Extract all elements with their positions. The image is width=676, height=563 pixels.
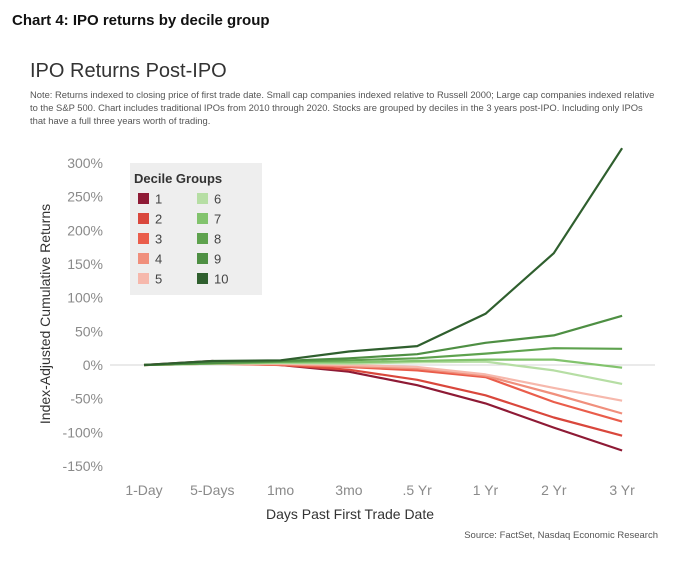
legend-swatch-decile-7: [197, 213, 208, 224]
legend-label-decile-3: 3: [155, 232, 162, 247]
y-tick-label: 0%: [83, 357, 103, 373]
x-tick-label: 3 Yr: [609, 482, 635, 498]
legend-swatch-decile-8: [197, 233, 208, 244]
chart-title: IPO Returns Post-IPO: [30, 60, 227, 82]
legend-swatch-decile-6: [197, 193, 208, 204]
legend: Decile Groups 1 2 3 4 5 6 7 8 9 10: [130, 163, 262, 295]
x-tick-label: 1-Day: [125, 482, 162, 498]
y-tick-label: 250%: [67, 189, 103, 205]
legend-label-decile-8: 8: [214, 232, 221, 247]
legend-swatch-decile-9: [197, 253, 208, 264]
y-tick-label: 200%: [67, 222, 103, 238]
legend-label-decile-4: 4: [155, 252, 162, 267]
legend-background: [130, 163, 262, 295]
legend-label-decile-9: 9: [214, 252, 221, 267]
legend-title: Decile Groups: [134, 171, 222, 186]
legend-swatch-decile-1: [138, 193, 149, 204]
legend-label-decile-6: 6: [214, 192, 221, 207]
series-line-decile-2: [143, 361, 623, 437]
legend-label-decile-10: 10: [214, 272, 228, 287]
y-tick-label: 150%: [67, 256, 103, 272]
chart-note: Note: Returns indexed to closing price o…: [30, 89, 655, 126]
y-axis-ticks: 300% 250% 200% 150% 100% 50% 0% -50% -100% -150%: [63, 155, 103, 474]
series-line-decile-4: [143, 362, 623, 415]
y-axis-title: Index-Adjusted Cumulative Returns: [37, 204, 53, 424]
legend-label-decile-2: 2: [155, 212, 162, 227]
x-axis-ticks: 1-Day 5-Days 1mo 3mo .5 Yr 1 Yr 2 Yr 3 Yr: [125, 482, 635, 498]
y-tick-label: -50%: [70, 391, 103, 407]
y-tick-label: 300%: [67, 155, 103, 171]
legend-label-decile-5: 5: [155, 272, 162, 287]
legend-label-decile-7: 7: [214, 212, 221, 227]
x-tick-label: 1mo: [267, 482, 294, 498]
y-tick-label: -150%: [63, 458, 103, 474]
x-tick-label: .5 Yr: [403, 482, 433, 498]
x-tick-label: 3mo: [335, 482, 362, 498]
legend-swatch-decile-10: [197, 273, 208, 284]
legend-label-decile-1: 1: [155, 192, 162, 207]
y-tick-label: 100%: [67, 290, 103, 306]
y-tick-label: 50%: [75, 323, 103, 339]
x-axis-title: Days Past First Trade Date: [266, 506, 434, 522]
legend-swatch-decile-3: [138, 233, 149, 244]
series-line-decile-10: [143, 147, 624, 367]
source-note: Source: FactSet, Nasdaq Economic Researc…: [464, 530, 658, 541]
x-tick-label: 1 Yr: [473, 482, 499, 498]
legend-swatch-decile-4: [138, 253, 149, 264]
y-tick-label: -100%: [63, 424, 103, 440]
x-tick-label: 2 Yr: [541, 482, 567, 498]
legend-swatch-decile-5: [138, 273, 149, 284]
series-line-decile-9: [143, 314, 623, 367]
x-tick-label: 5-Days: [190, 482, 234, 498]
series-lines: [143, 147, 624, 452]
legend-swatch-decile-2: [138, 213, 149, 224]
page-heading: Chart 4: IPO returns by decile group: [12, 12, 270, 29]
